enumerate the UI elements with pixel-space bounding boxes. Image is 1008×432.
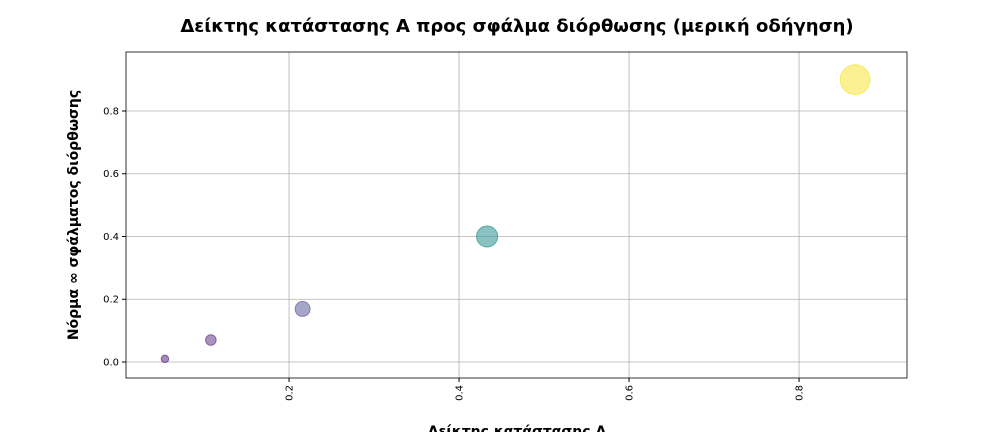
chart-title: Δείκτης κατάστασης A προς σφάλμα διόρθωσ… <box>180 16 853 37</box>
x-tick-label: 0.6 <box>625 385 636 401</box>
point <box>205 334 217 346</box>
point <box>160 354 170 364</box>
y-axis-label: Νόρμα ∞ σφάλματος διόρθωσης <box>66 90 82 340</box>
x-axis-label: Δείκτης κατάστασης A <box>428 424 607 432</box>
point <box>839 64 871 96</box>
x-tick-label: 0.2 <box>285 385 296 401</box>
x-tick-label: 0.4 <box>455 385 466 401</box>
y-tick-label: 0.6 <box>103 169 119 180</box>
point <box>476 225 499 248</box>
y-tick-label: 0.0 <box>103 357 119 368</box>
y-tick-label: 0.4 <box>103 232 119 243</box>
plot-frame <box>125 51 908 379</box>
y-tick-label: 0.2 <box>103 295 119 306</box>
x-tick-label: 0.8 <box>795 385 806 401</box>
point <box>294 301 311 317</box>
y-tick-label: 0.8 <box>103 106 119 117</box>
